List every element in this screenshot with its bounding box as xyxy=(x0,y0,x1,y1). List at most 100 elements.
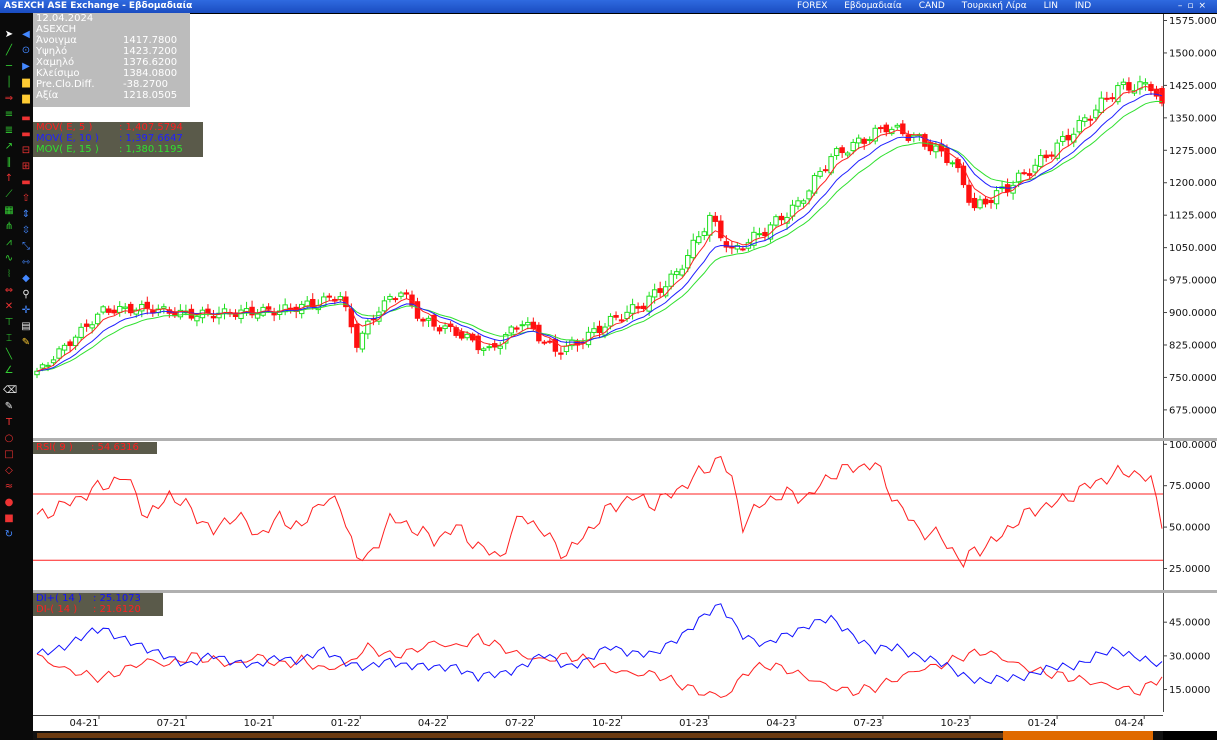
ohlc-label: Κλείσιμο xyxy=(36,68,80,79)
candle-body xyxy=(563,345,570,353)
circle-icon[interactable]: ○ xyxy=(4,433,14,444)
diamond-icon[interactable]: ◇ xyxy=(5,465,13,476)
settings-icon[interactable]: ✎ xyxy=(21,337,31,348)
zoom-in-icon[interactable]: ⊞ xyxy=(21,161,31,172)
crosshair-icon[interactable]: ✛ xyxy=(21,305,31,316)
rect-icon[interactable]: □ xyxy=(4,449,14,460)
candle-body xyxy=(712,215,719,222)
paint-icon[interactable]: ✎ xyxy=(4,401,14,412)
curve-icon[interactable]: ≈ xyxy=(4,481,14,492)
y-tick-label: 825.0000 xyxy=(1169,340,1217,351)
expand-icon[interactable]: ⇳ xyxy=(21,225,31,236)
scale-icon[interactable]: ⤡ xyxy=(22,241,30,252)
magnifier-icon[interactable]: ⚲ xyxy=(22,289,30,300)
candle-body xyxy=(883,124,889,133)
rsi-line xyxy=(36,455,1163,569)
arrow-icon[interactable]: ⇒ xyxy=(4,93,14,104)
wave-icon[interactable]: ∿ xyxy=(4,253,14,264)
x-tick-label: 10-22 xyxy=(592,718,621,729)
di-minus-line xyxy=(36,632,1163,699)
ray-icon[interactable]: ↗ xyxy=(4,141,14,152)
ohlc-label: Υψηλό xyxy=(36,46,68,57)
vline-icon[interactable]: │ xyxy=(5,77,13,88)
nav-icon[interactable]: ◆ xyxy=(22,273,30,284)
candle-body xyxy=(833,148,840,157)
candle-body xyxy=(45,364,51,367)
undo-icon[interactable]: ↻ xyxy=(4,529,14,540)
rsi-legend: RSI( 9 ): 54.6316 xyxy=(33,442,157,454)
zoom-out-icon[interactable]: ⊟ xyxy=(21,145,31,156)
candle-body xyxy=(100,306,106,313)
bar-left-icon[interactable]: ▬ xyxy=(21,113,31,124)
channel-icon[interactable]: ≡ xyxy=(4,109,14,120)
candle-body xyxy=(1087,118,1094,121)
candle-button[interactable]: CAND xyxy=(918,1,945,11)
candle-body xyxy=(392,298,399,301)
forex-button[interactable]: FOREX xyxy=(797,1,828,11)
pitchfork-icon[interactable]: ⋔ xyxy=(4,221,14,232)
fibonacci-icon[interactable]: ≣ xyxy=(4,125,14,136)
di-plus-line xyxy=(36,603,1163,685)
arrow-up-icon[interactable]: ⇧ xyxy=(21,193,31,204)
y-tick-label: 30.0000 xyxy=(1169,651,1210,662)
x-tick-label: 01-22 xyxy=(331,718,360,729)
fill-rect-icon[interactable]: ■ xyxy=(4,513,14,524)
y-tick-label: 75.0000 xyxy=(1169,481,1210,492)
left-right-icon[interactable]: ⇿ xyxy=(21,257,31,268)
candle-body xyxy=(668,273,674,287)
print-icon[interactable]: ▤ xyxy=(21,321,31,332)
candle-body xyxy=(1093,109,1099,119)
candle-body xyxy=(1115,85,1121,103)
scroll-thumb[interactable] xyxy=(1003,731,1153,740)
move-icon[interactable]: ▬ xyxy=(21,177,31,188)
candle-body xyxy=(381,300,388,312)
gann-icon[interactable]: ⟋ xyxy=(5,189,13,200)
cross-icon[interactable]: ✕ xyxy=(4,301,14,312)
close-button[interactable]: × xyxy=(1198,1,1211,11)
y-tick-label: 25.0000 xyxy=(1169,564,1210,575)
maximize-button[interactable]: ▫ xyxy=(1187,1,1199,11)
trendline-icon[interactable]: ╱ xyxy=(5,45,13,56)
ohlc-value: 1423.7200 xyxy=(123,46,178,57)
parallel-icon[interactable]: ∥ xyxy=(6,157,12,168)
ellipse-icon[interactable]: ● xyxy=(4,497,14,508)
bracket-icon[interactable]: ⌶ xyxy=(6,333,12,344)
window-controls: –▫× xyxy=(1178,0,1211,13)
candle-body xyxy=(966,184,972,203)
hline-icon[interactable]: ─ xyxy=(5,61,13,72)
candle-body xyxy=(607,315,614,327)
save-icon[interactable]: ▆ xyxy=(22,93,30,104)
tline-icon[interactable]: ⊤ xyxy=(4,317,14,328)
candle-body xyxy=(867,138,873,141)
text-icon[interactable]: T xyxy=(5,417,13,428)
forward-icon[interactable]: ▶ xyxy=(22,61,30,72)
currency-button[interactable]: Τουρκική Λίρα xyxy=(961,1,1027,11)
candle-body xyxy=(139,303,145,312)
period-button[interactable]: Εβδομαδιαία xyxy=(844,1,902,11)
zigzag-icon[interactable]: ⩘ xyxy=(6,237,12,248)
back-icon[interactable]: ◀ xyxy=(22,29,30,40)
circle-arrow-icon[interactable]: ⊙ xyxy=(21,45,31,56)
bar-right-icon[interactable]: ▬ xyxy=(21,129,31,140)
ema10-value: : 1,397.6647 xyxy=(119,133,183,144)
grid-icon[interactable]: ▦ xyxy=(4,205,14,216)
up-arrow-icon[interactable]: ↑ xyxy=(4,173,14,184)
double-arrow-icon[interactable]: ⇔ xyxy=(4,285,14,296)
candle-body xyxy=(519,324,525,327)
indicator-button[interactable]: IND xyxy=(1074,1,1092,11)
candle-body xyxy=(420,318,426,322)
minimize-button[interactable]: – xyxy=(1177,1,1188,11)
folder-icon[interactable]: ▆ xyxy=(22,77,30,88)
cycle-icon[interactable]: ⦚ xyxy=(7,269,11,280)
scroll-track[interactable] xyxy=(37,733,1003,738)
candle-body xyxy=(1037,155,1044,167)
compress-icon[interactable]: ⇕ xyxy=(21,209,31,220)
candle-body xyxy=(403,292,410,295)
eraser-icon[interactable]: ⌫ xyxy=(3,385,18,396)
linear-button[interactable]: LIN xyxy=(1043,1,1058,11)
candle-body xyxy=(94,313,101,325)
slash-icon[interactable]: ╲ xyxy=(5,349,13,360)
angle-icon[interactable]: ∠ xyxy=(4,365,14,376)
cursor-icon[interactable]: ➤ xyxy=(4,29,14,40)
horizontal-scrollbar[interactable] xyxy=(33,731,1163,740)
